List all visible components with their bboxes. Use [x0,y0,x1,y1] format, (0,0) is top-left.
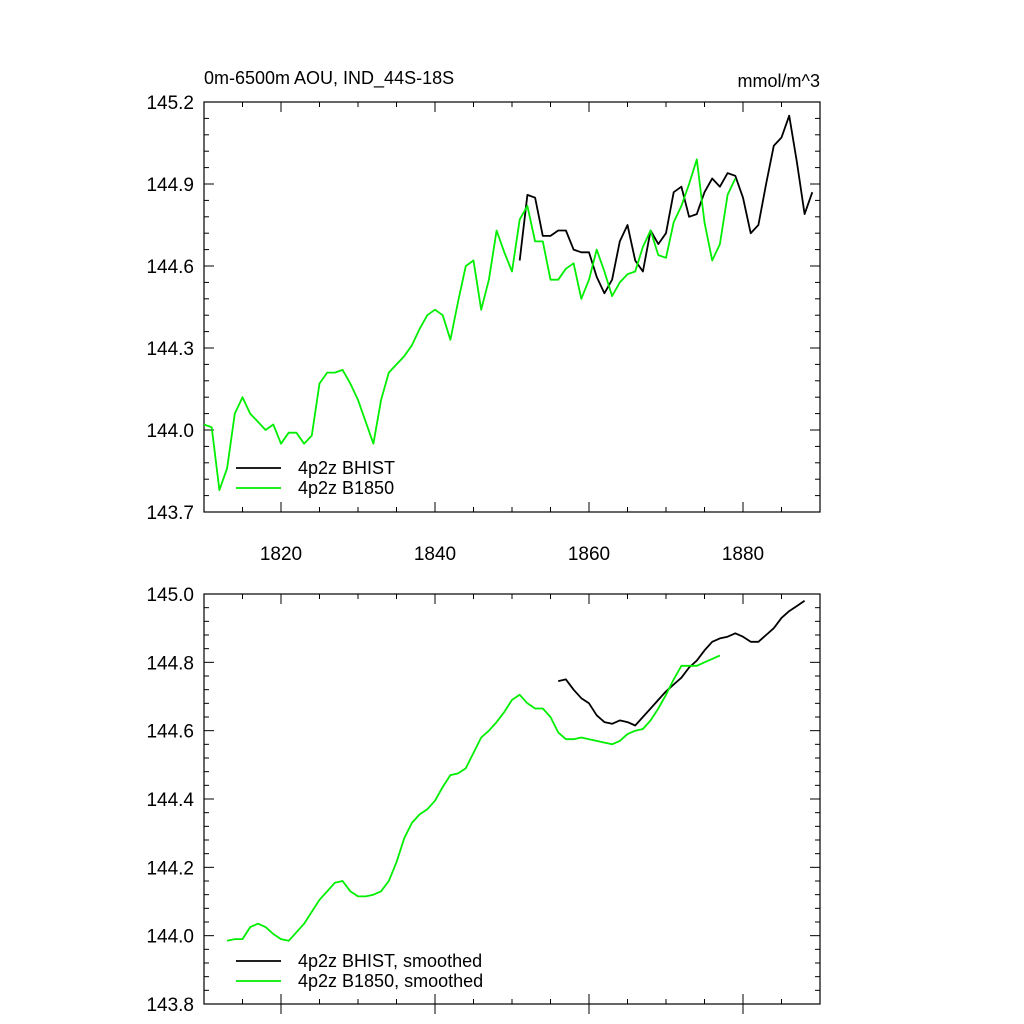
legend-label: 4p2z BHIST, smoothed [298,951,482,971]
y-tick-label: 144.2 [146,858,194,879]
series-line-1 [203,158,737,491]
units-label: mmol/m^3 [738,71,820,91]
legend-label: 4p2z B1850, smoothed [298,971,483,991]
y-tick-label: 145.0 [146,585,194,606]
bottom-plot-frame [203,593,821,1005]
x-tick-label: 1820 [260,544,302,565]
y-tick-label: 144.3 [146,339,194,360]
y-tick-label: 144.9 [146,175,194,196]
y-tick-label: 144.6 [146,722,194,743]
x-tick-label: 1860 [568,544,610,565]
top-plot-frame [203,101,821,513]
series-line-0 [518,114,814,295]
x-tick-label: 1840 [414,544,456,565]
chart-title: 0m-6500m AOU, IND_44S-18S [204,68,454,89]
series-line-0 [558,600,806,727]
bottom-panel: 143.8 144.0 144.2 144.4 144.6 144.8 145.0 4p2z … [146,585,821,1016]
y-tick-label: 143.7 [146,503,194,524]
y-tick-label: 144.4 [146,790,194,811]
legend-label: 4p2z B1850 [298,478,394,498]
y-tick-label: 144.8 [146,653,194,674]
y-tick-label: 143.8 [146,995,194,1016]
y-tick-label: 144.0 [146,927,194,948]
top-panel: 143.7 144.0 144.3 144.6 144.9 145.2 1820 1840 18… [146,93,821,565]
x-tick-label: 1880 [722,544,764,565]
y-tick-label: 145.2 [146,93,194,114]
series-line-1 [226,654,721,942]
y-tick-label: 144.0 [146,421,194,442]
y-tick-label: 144.6 [146,257,194,278]
legend-label: 4p2z BHIST [298,458,395,478]
